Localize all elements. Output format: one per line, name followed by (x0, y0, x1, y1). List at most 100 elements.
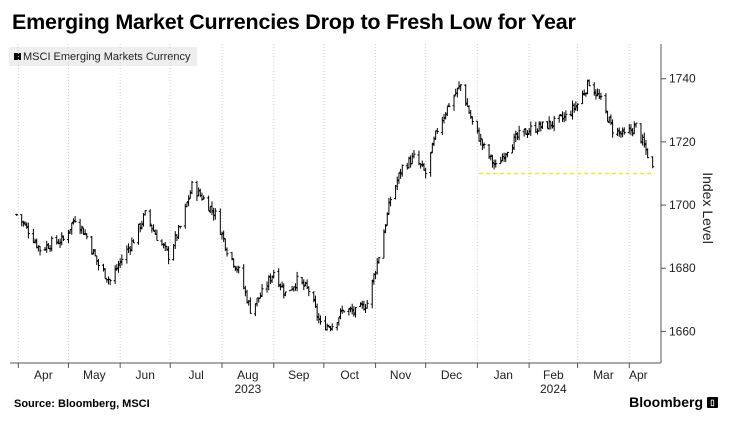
ohlc-bar (571, 100, 575, 120)
ohlc-bar (172, 244, 176, 261)
ohlc-bar (464, 84, 468, 106)
y-axis-label: Index Level (700, 172, 716, 244)
ohlc-bar (564, 110, 568, 122)
ohlc-bar (148, 209, 152, 227)
ohlc-bar (50, 236, 54, 252)
ohlc-bar (594, 89, 598, 100)
ohlc-bar (302, 279, 306, 291)
ohlc-bar (642, 132, 646, 148)
ohlc-bar (222, 230, 226, 242)
ohlc-bar (634, 122, 638, 128)
ohlc-bar (173, 231, 177, 249)
ohlc-bar (445, 105, 449, 116)
ohlc-bar (78, 218, 82, 235)
ohlc-bar (607, 116, 611, 124)
x-tick-label: Nov (390, 368, 411, 382)
ohlc-bar (325, 323, 329, 331)
ohlc-bar (208, 206, 212, 214)
ohlc-bar (323, 315, 327, 331)
ohlc-bar (43, 246, 47, 252)
x-tick-label: May (83, 368, 106, 382)
ohlc-bar (384, 224, 388, 234)
ohlc-bar (108, 278, 112, 286)
ohlc-bar (417, 150, 421, 166)
ohlc-bar (587, 79, 591, 87)
ohlc-bar (303, 281, 307, 287)
ohlc-bar (454, 88, 458, 96)
ohlc-bar (90, 235, 94, 255)
ohlc-bar (223, 238, 227, 251)
ohlc-bar (267, 275, 271, 291)
y-tick-label: 1740 (669, 72, 696, 86)
ohlc-bar (202, 195, 206, 200)
ohlc-bar (482, 142, 486, 149)
ohlc-bar (260, 284, 264, 297)
ohlc-bar (81, 227, 85, 236)
ohlc-bar (465, 98, 469, 108)
x-tick-label: Mar (593, 368, 614, 382)
ohlc-bar (177, 224, 181, 239)
year-label: 2023 (235, 382, 262, 396)
ohlc-bar (255, 297, 259, 307)
ohlc-bar (342, 309, 346, 313)
x-tick-label: Sep (288, 368, 310, 382)
ohlc-bar (272, 269, 276, 279)
ohlc-bar (382, 229, 386, 259)
ohlc-bar (627, 124, 631, 134)
chart-axes (10, 44, 666, 368)
ohlc-bar (447, 103, 451, 108)
ohlc-bar (38, 245, 42, 256)
ohlc-bar (434, 130, 438, 140)
ohlc-bar (213, 208, 217, 220)
ohlc-bar (489, 154, 493, 161)
ohlc-bar (80, 225, 84, 234)
ohlc-bar (584, 92, 588, 97)
ohlc-bar (582, 89, 586, 96)
ohlc-bar (459, 84, 463, 92)
ohlc-bar (515, 132, 519, 141)
ohlc-bar (56, 239, 60, 245)
x-tick-label: Jul (188, 368, 203, 382)
ohlc-bar (504, 152, 508, 163)
ohlc-bar (552, 115, 556, 132)
ohlc-bar (494, 159, 498, 168)
ohlc-bar (265, 281, 269, 293)
ohlc-bar (475, 120, 479, 134)
ohlc-bar (547, 116, 551, 130)
ohlc-bar (606, 111, 610, 122)
ohlc-bar (581, 90, 585, 105)
ohlc-bar (644, 140, 648, 155)
ohlc-bar (490, 155, 494, 168)
ohlc-bar (522, 128, 526, 137)
ohlc-bar (118, 258, 122, 269)
ohlc-bar (185, 202, 189, 208)
ohlc-bar (399, 168, 403, 179)
ohlc-bar (248, 297, 252, 314)
ohlc-bar (210, 201, 214, 216)
ohlc-bar (117, 261, 120, 273)
ohlc-bar (280, 281, 284, 288)
ohlc-bar (335, 322, 339, 331)
ohlc-bar (125, 245, 129, 264)
ohlc-bar (622, 127, 626, 135)
ohlc-bar (178, 225, 182, 229)
ohlc-bar (58, 238, 62, 248)
source-note: Source: Bloomberg, MSCI (14, 398, 150, 410)
chart-legend: MSCI Emerging Markets Currency (9, 47, 197, 66)
ohlc-bar (347, 308, 351, 316)
ohlc-bar (237, 265, 241, 274)
ohlc-bar (395, 176, 399, 191)
ohlc-bar (15, 213, 19, 216)
ohlc-bar (586, 79, 590, 95)
ohlc-bar (354, 307, 358, 318)
ohlc-bar (85, 233, 89, 240)
ohlc-bar (73, 216, 77, 223)
ohlc-bar (207, 195, 211, 212)
ohlc-bar (242, 264, 246, 290)
ohlc-bar (46, 243, 50, 249)
ohlc-bar (400, 164, 404, 177)
ohlc-bar (20, 214, 24, 227)
year-label: 2024 (540, 382, 567, 396)
ohlc-bar (551, 121, 554, 129)
ohlc-bar (218, 208, 222, 235)
